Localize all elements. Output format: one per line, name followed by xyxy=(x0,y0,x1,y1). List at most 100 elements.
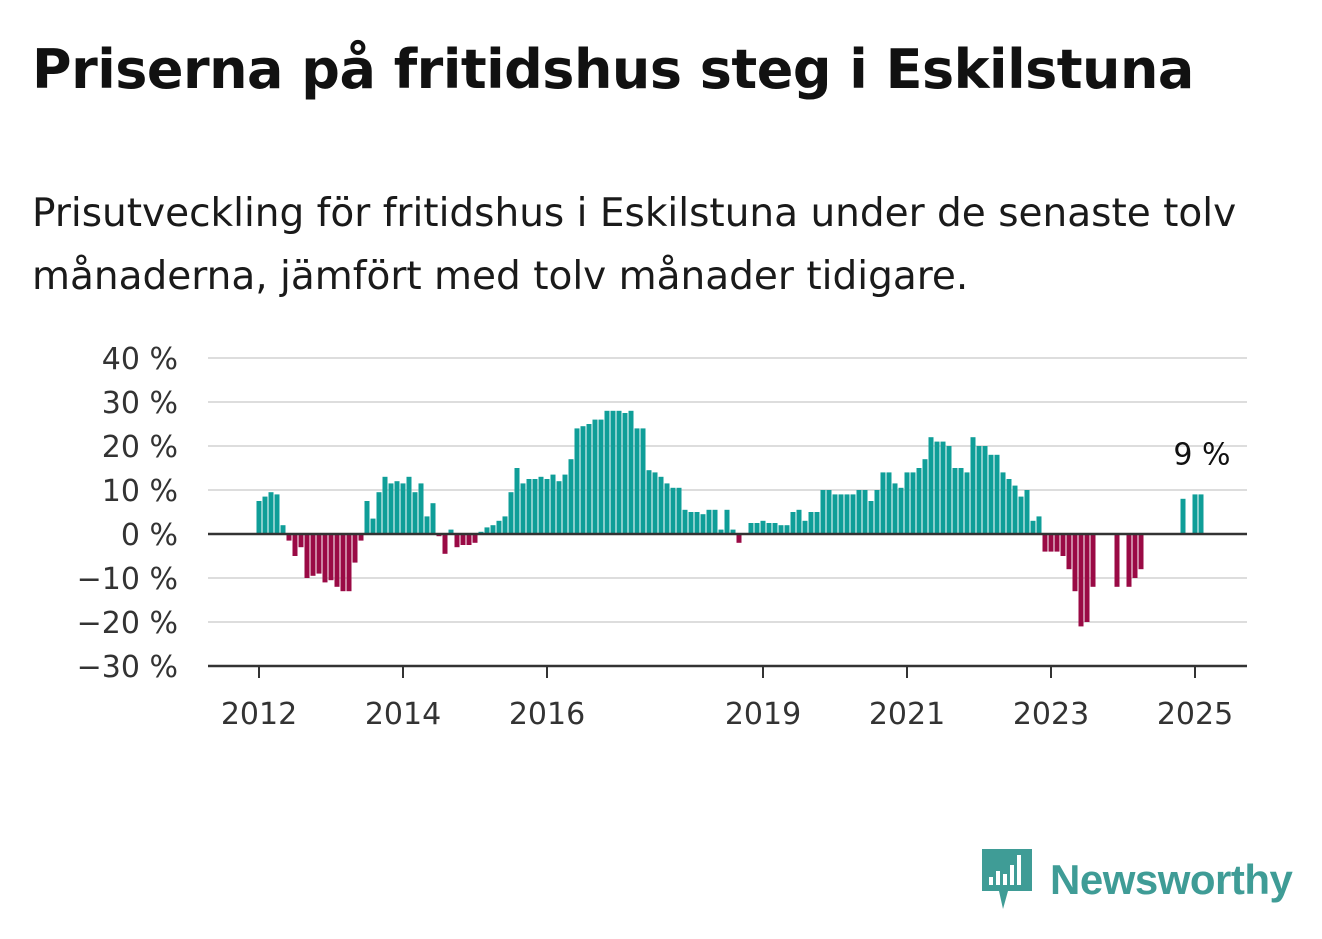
bar xyxy=(760,520,766,534)
bar xyxy=(970,437,976,534)
bar xyxy=(880,472,886,534)
bar xyxy=(1060,534,1066,556)
bar xyxy=(784,525,790,534)
bar xyxy=(1012,485,1018,534)
bar xyxy=(592,419,598,534)
y-tick-label: 0 % xyxy=(121,518,178,553)
bar xyxy=(796,509,802,534)
x-tick-label: 2014 xyxy=(365,697,441,732)
bar xyxy=(892,483,898,534)
bar xyxy=(1066,534,1072,570)
bar xyxy=(754,523,760,534)
bar xyxy=(814,512,820,534)
bar xyxy=(1126,534,1132,587)
y-tick-label: 20 % xyxy=(102,430,178,465)
bar xyxy=(364,501,370,534)
bar xyxy=(826,490,832,534)
bar xyxy=(946,446,952,534)
bar xyxy=(868,501,874,534)
bar xyxy=(736,534,742,543)
bar xyxy=(298,534,304,548)
bar xyxy=(1138,534,1144,570)
bar xyxy=(280,525,286,534)
bar xyxy=(526,479,532,534)
bar xyxy=(346,534,352,592)
bar xyxy=(856,490,862,534)
bar xyxy=(1018,496,1024,534)
bar xyxy=(544,479,550,534)
bar xyxy=(502,516,508,534)
bar xyxy=(508,492,514,534)
y-tick-label: −20 % xyxy=(77,606,178,641)
bar xyxy=(562,474,568,534)
y-tick-label: 30 % xyxy=(102,386,178,421)
bar xyxy=(448,529,454,534)
x-tick-label: 2012 xyxy=(221,697,297,732)
bar xyxy=(910,472,916,534)
bar xyxy=(388,483,394,534)
bar xyxy=(706,509,712,534)
bar xyxy=(274,494,280,534)
bar xyxy=(934,441,940,534)
bar xyxy=(430,503,436,534)
bar xyxy=(370,518,376,534)
bar xyxy=(616,410,622,534)
x-tick-label: 2019 xyxy=(725,697,801,732)
bar xyxy=(670,487,676,534)
bar xyxy=(484,527,490,534)
bar xyxy=(916,468,922,534)
bar xyxy=(598,419,604,534)
bar xyxy=(496,520,502,534)
bar xyxy=(790,512,796,534)
y-tick-label: 40 % xyxy=(102,342,178,377)
bar xyxy=(658,476,664,534)
bar xyxy=(748,523,754,534)
bar xyxy=(628,410,634,534)
bar xyxy=(844,494,850,534)
bar xyxy=(718,529,724,534)
bar xyxy=(352,534,358,563)
chart-title: Priserna på fritidshus steg i Eskilstuna xyxy=(32,38,1194,101)
bar xyxy=(958,468,964,534)
bar xyxy=(694,512,700,534)
bar xyxy=(520,483,526,534)
bar xyxy=(1078,534,1084,627)
bar xyxy=(850,494,856,534)
bar xyxy=(1030,520,1036,534)
bar xyxy=(886,472,892,534)
bar xyxy=(1000,472,1006,534)
bar xyxy=(802,520,808,534)
bar xyxy=(1042,534,1048,552)
x-tick-label: 2023 xyxy=(1013,697,1089,732)
bar xyxy=(994,454,1000,534)
bar xyxy=(568,459,574,534)
bar xyxy=(574,428,580,534)
bar xyxy=(262,496,268,534)
bar xyxy=(712,509,718,534)
bar xyxy=(652,472,658,534)
bar xyxy=(904,472,910,534)
bar xyxy=(676,487,682,534)
y-tick-label: −30 % xyxy=(77,650,178,685)
bar xyxy=(454,534,460,548)
bar xyxy=(976,446,982,534)
bar xyxy=(382,476,388,534)
bar xyxy=(466,534,472,545)
bar xyxy=(646,470,652,534)
bar xyxy=(400,483,406,534)
bar xyxy=(1132,534,1138,578)
bar xyxy=(334,534,340,587)
y-tick-label: −10 % xyxy=(77,562,178,597)
bar xyxy=(1084,534,1090,622)
bar xyxy=(1192,494,1198,534)
y-axis-labels: −30 % −20 % −10 % 0 % 10 % 20 % 30 % 40 % xyxy=(77,342,178,685)
newsworthy-logo-icon xyxy=(982,849,1038,911)
bar xyxy=(808,512,814,534)
bar xyxy=(700,514,706,534)
bar xyxy=(982,446,988,534)
y-tick-label: 10 % xyxy=(102,474,178,509)
bar xyxy=(1114,534,1120,587)
bar xyxy=(862,490,868,534)
chart-subtitle: Prisutveckling för fritidshus i Eskilstu… xyxy=(32,191,1237,299)
